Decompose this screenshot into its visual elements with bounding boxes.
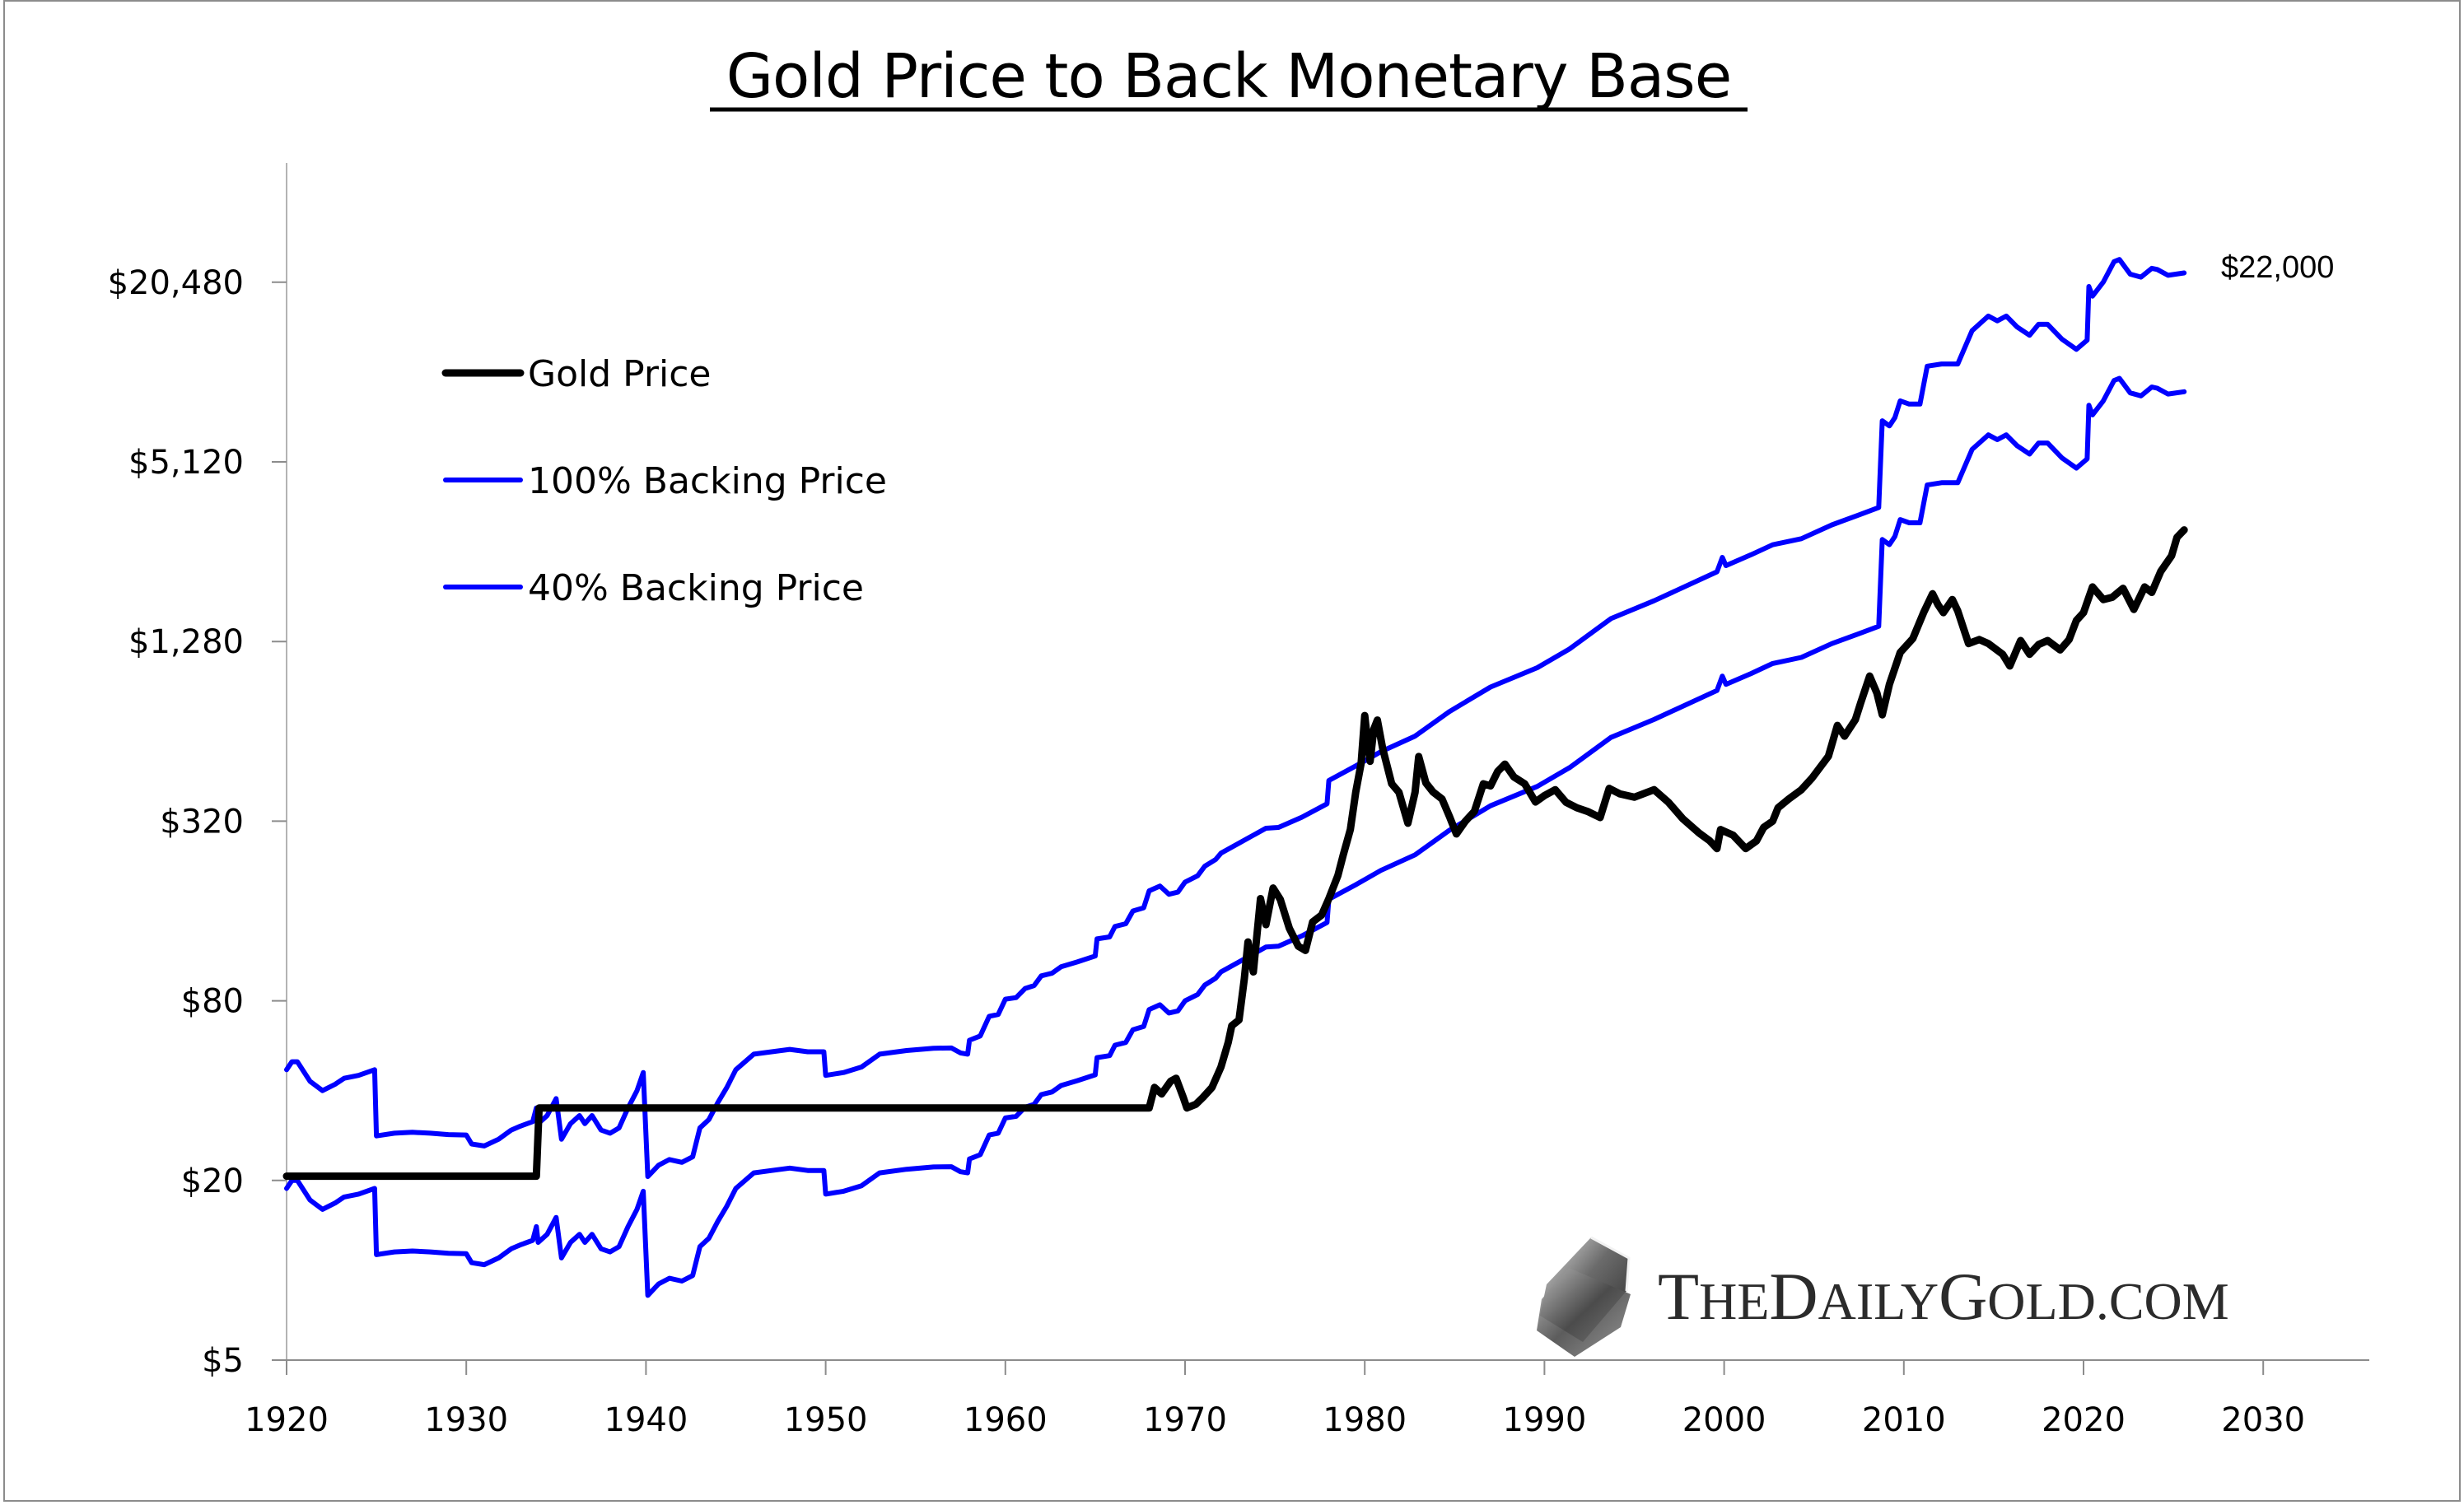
x-tick-label: 1960 [964,1401,1048,1439]
chart-title: Gold Price to Back Monetary Base [726,41,1732,112]
y-tick-label: $1,280 [128,623,244,661]
x-tick-label: 1930 [424,1401,508,1439]
legend-label: 40% Backing Price [528,567,864,609]
series-line-40-backing-price [284,375,2187,1298]
annotation-22000: $22,000 [2221,250,2334,285]
y-tick-label: $320 [160,803,244,841]
legend-label: Gold Price [528,353,712,395]
y-tick-label: $5 [202,1342,244,1380]
y-tick-label: $5,120 [128,444,244,482]
x-tick-label: 1950 [784,1401,868,1439]
watermark-logo: THEDAILYGOLD.COM [1537,1236,2229,1357]
gold-bar-icon [1537,1236,1631,1357]
x-tick-label: 1940 [604,1401,688,1439]
x-tick-label: 2030 [2221,1401,2305,1439]
watermark-text: THEDAILYGOLD.COM [1658,1259,2229,1334]
series-line-100-backing-price [284,257,2187,1180]
y-ticks: $5 $20 $80 $320 $1,280 $5,120 $20,480 [108,264,287,1380]
x-tick-label: 1920 [245,1401,329,1439]
y-tick-label: $20,480 [108,264,244,302]
x-tick-label: 1990 [1503,1401,1587,1439]
axes [272,163,2369,1361]
x-tick-label: 1980 [1323,1401,1407,1439]
legend-item-40: 40% Backing Price [443,567,864,609]
series-layer [282,257,2188,1298]
legend-label: 100% Backing Price [528,460,887,502]
series-line-gold-price [282,526,2188,1181]
y-tick-label: $20 [181,1163,244,1200]
x-tick-label: 2000 [1682,1401,1766,1439]
x-ticks: 1920 1930 1940 1950 1960 1970 1980 1990 2000 2010… [245,1360,2305,1439]
legend: Gold Price 100% Backing Price 40% Backin… [441,353,887,609]
x-tick-label: 1970 [1143,1401,1227,1439]
legend-item-100: 100% Backing Price [443,460,887,502]
legend-item-gold: Gold Price [441,353,712,395]
y-tick-label: $80 [181,983,244,1021]
x-tick-label: 2010 [1862,1401,1946,1439]
x-tick-label: 2020 [2042,1401,2126,1439]
chart-frame [3,0,2461,1502]
